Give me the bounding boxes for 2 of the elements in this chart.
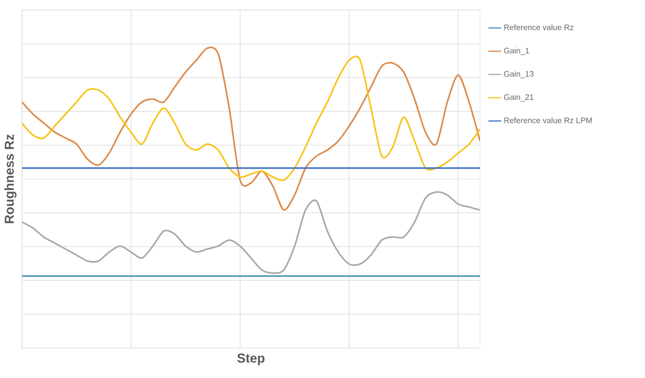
x-axis-title: Step bbox=[237, 354, 264, 366]
y-axis-title: Roughness Rz bbox=[4, 134, 16, 224]
